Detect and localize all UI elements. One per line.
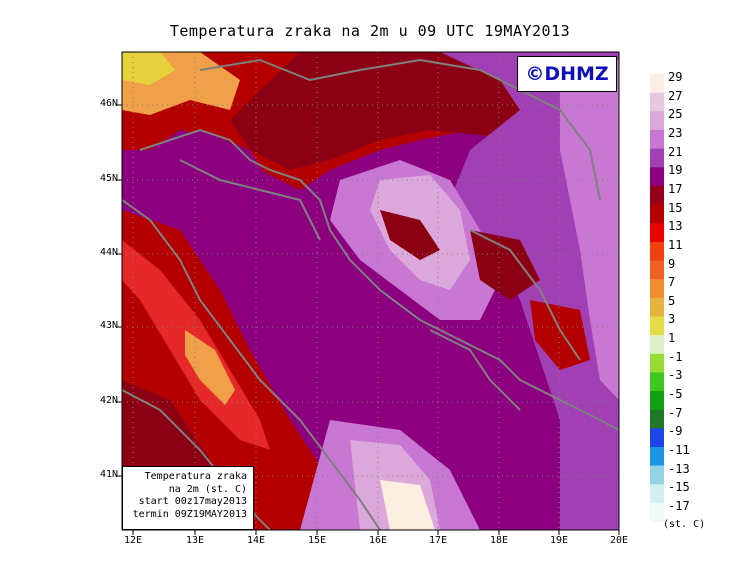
- colorbar-swatch: [650, 335, 664, 355]
- colorbar-label: 13: [668, 219, 683, 234]
- colorbar-swatch: [650, 353, 664, 373]
- info-line-3: start 00z17may2013: [138, 496, 247, 507]
- lon-label: 19E: [549, 535, 569, 546]
- lat-label: 44N: [99, 247, 118, 258]
- colorbar-swatch: [650, 223, 664, 243]
- info-line-4: termin 09Z19MAY2013: [132, 508, 247, 520]
- info-line-2: na 2m (st. C): [168, 483, 247, 495]
- temperature-field: [122, 52, 619, 530]
- colorbar-swatch: [650, 279, 664, 299]
- colorbar-swatch: [650, 92, 664, 112]
- colorbar-swatch: [650, 297, 664, 317]
- colorbar-swatch: [650, 185, 664, 205]
- colorbar-label: 25: [668, 107, 683, 122]
- lon-label: 14E: [246, 535, 266, 546]
- colorbar-swatch: [650, 260, 664, 280]
- colorbar-swatch: [650, 111, 664, 131]
- colorbar-swatch: [650, 204, 664, 224]
- lon-label: 20E: [609, 535, 629, 546]
- colorbar-swatch: [650, 465, 664, 485]
- lon-label: 13E: [185, 535, 205, 546]
- colorbar-label: -11: [668, 443, 690, 457]
- colorbar-swatch: [650, 372, 664, 392]
- colorbar-label: 11: [668, 237, 683, 252]
- lat-label: 41N: [99, 469, 118, 480]
- colorbar-label: 15: [668, 200, 683, 215]
- colorbar-label: 21: [668, 144, 683, 159]
- colorbar-swatch: [650, 484, 664, 504]
- lon-label: 16E: [368, 535, 388, 546]
- colorbar-label: -9: [668, 424, 683, 439]
- colorbar-label: 9: [668, 256, 676, 271]
- colorbar-label: -1: [668, 349, 683, 364]
- colorbar-swatch: [650, 74, 664, 94]
- colorbar-swatch: [650, 391, 664, 411]
- lat-label: 45N: [99, 173, 118, 184]
- colorbar-swatch: [650, 502, 664, 522]
- colorbar-label: -3: [668, 368, 683, 383]
- lon-label: 18E: [489, 535, 509, 546]
- colorbar-swatch: [650, 428, 664, 448]
- colorbar-label: 29: [668, 70, 683, 84]
- lat-label: 43N: [99, 320, 118, 331]
- colorbar-swatch: [650, 409, 664, 429]
- plot-frame: [121, 51, 620, 531]
- info-box: Temperatura zraka na 2m (st. C) start 00…: [122, 466, 254, 530]
- colorbar-label: -7: [668, 405, 683, 420]
- colorbar-units: (st. C): [663, 519, 706, 530]
- lon-label: 12E: [123, 535, 143, 546]
- lat-label: 46N: [99, 98, 118, 109]
- colorbar-label: -13: [668, 461, 690, 476]
- colorbar: [650, 74, 664, 522]
- colorbar-swatch: [650, 167, 664, 187]
- colorbar-label: 3: [668, 312, 676, 327]
- colorbar-swatch: [650, 447, 664, 467]
- colorbar-label: -17: [668, 498, 690, 513]
- dhmz-logo: ©DHMZ: [517, 56, 617, 92]
- colorbar-label: 19: [668, 163, 683, 178]
- lon-label: 15E: [307, 535, 327, 546]
- colorbar-swatch: [650, 316, 664, 336]
- lat-label: 42N: [99, 395, 118, 406]
- lon-label: 17E: [428, 535, 448, 546]
- colorbar-label: -5: [668, 387, 683, 401]
- colorbar-label: 1: [668, 331, 676, 346]
- colorbar-label: 7: [668, 275, 676, 290]
- colorbar-label: 27: [668, 88, 683, 103]
- colorbar-label: -15: [668, 480, 690, 495]
- colorbar-swatch: [650, 241, 664, 261]
- colorbar-label: 5: [668, 293, 676, 308]
- colorbar-label: 23: [668, 125, 683, 140]
- map-title: Temperatura zraka na 2m u 09 UTC 19MAY20…: [169, 22, 571, 40]
- info-line-1: Temperatura zraka: [144, 471, 247, 482]
- colorbar-swatch: [650, 129, 664, 149]
- colorbar-swatch: [650, 148, 664, 168]
- colorbar-label: 17: [668, 181, 683, 196]
